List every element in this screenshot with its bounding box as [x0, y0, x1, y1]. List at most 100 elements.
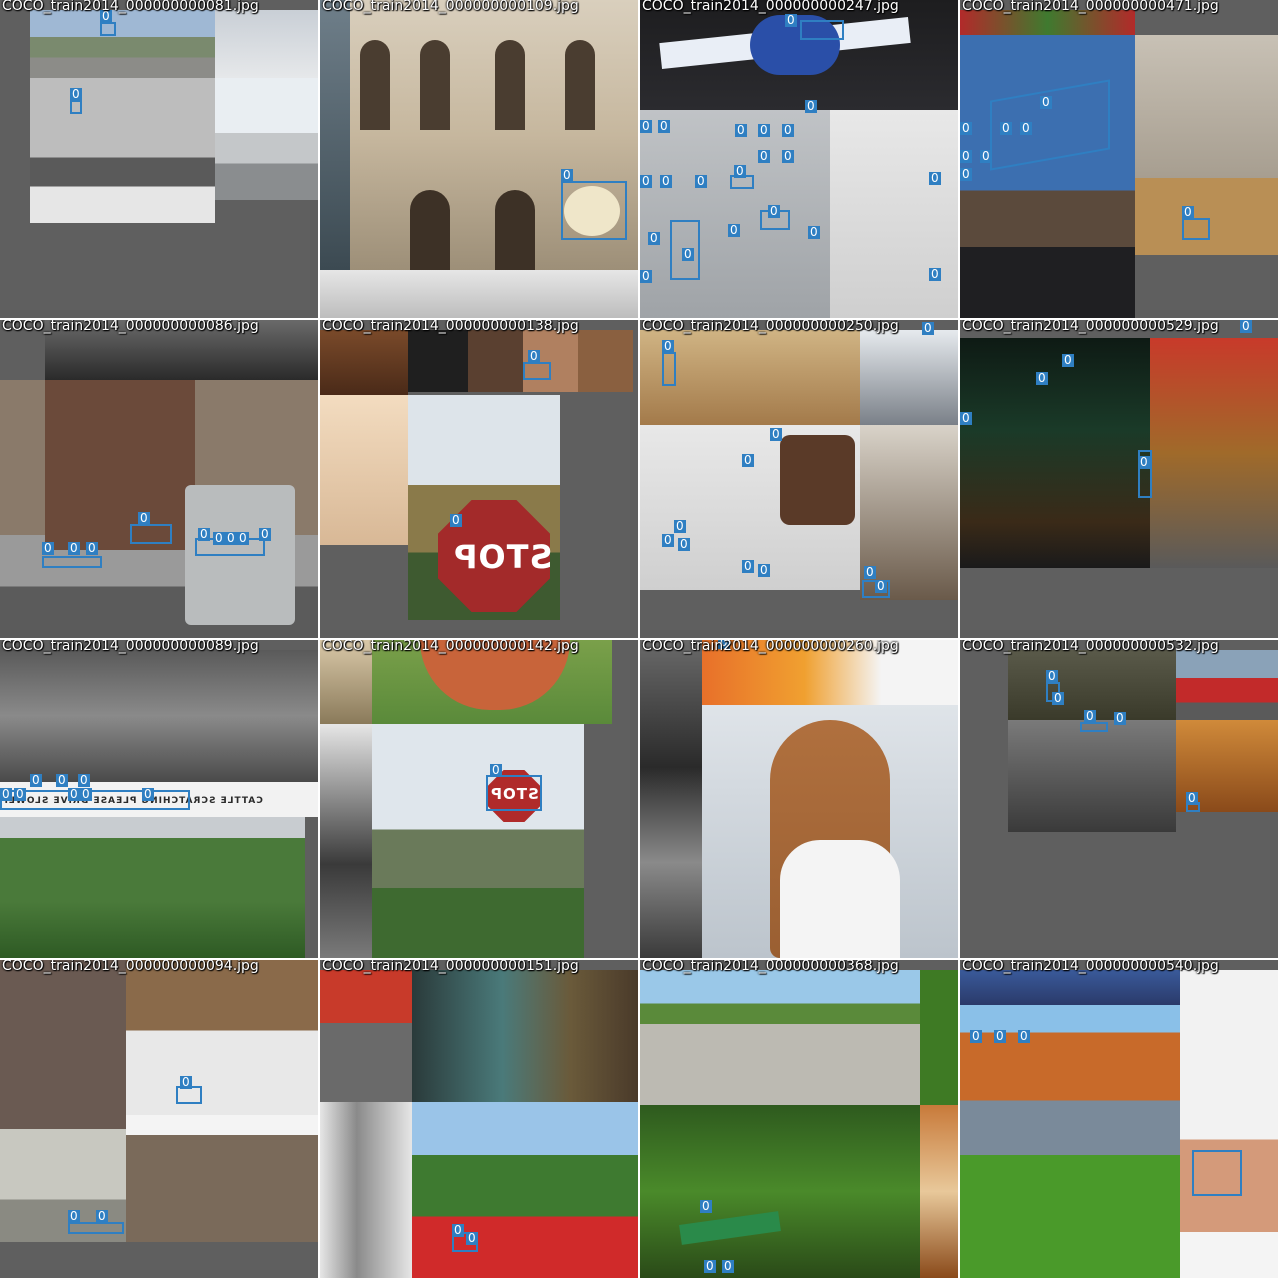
- detection-label: 0: [225, 531, 237, 545]
- detection-label: 0: [96, 1209, 108, 1223]
- sign-strip-photo: [0, 782, 318, 817]
- detection-label: 0: [758, 563, 770, 577]
- detection-label: 0: [42, 541, 54, 555]
- mosaic-tile: 0 0 0 0 0 0 0 0 0 0 0 COCO_train2014_000…: [640, 320, 958, 638]
- detection-label: 0: [86, 541, 98, 555]
- tile-filename: COCO_train2014_000000000081.jpg: [2, 0, 259, 14]
- detection-label: 0: [758, 123, 770, 137]
- stop-sign-road-photo: [372, 724, 584, 958]
- detection-label: 0: [994, 1029, 1006, 1043]
- tile-canvas: STOP 0: [320, 640, 638, 958]
- food-plate-photo: [320, 395, 408, 545]
- detection-label: 0: [561, 168, 573, 182]
- detection-label: 0: [960, 121, 972, 135]
- skyscraper-photo: [860, 330, 958, 425]
- detection-label: 0: [180, 1075, 192, 1089]
- leather-bag: [780, 435, 855, 525]
- detection-box: [1192, 1150, 1242, 1196]
- detection-label: 0: [640, 269, 652, 283]
- detection-label: 0: [695, 174, 707, 188]
- detection-label: 0: [960, 167, 972, 181]
- flowers-strip-photo: [960, 10, 1135, 35]
- detection-label: 0: [1084, 709, 1096, 723]
- detection-label: 0: [78, 773, 90, 787]
- plane-sky-photo: [215, 10, 318, 78]
- umbrella-crowd-bw-photo: [1008, 720, 1176, 832]
- london-street-photo: [320, 970, 412, 1102]
- detection-box: [1138, 450, 1152, 498]
- tile-canvas: 0 0 0 0 0 0 0 0 0: [0, 320, 318, 638]
- detection-label: 0: [922, 321, 934, 335]
- tile-filename: COCO_train2014_000000000540.jpg: [962, 960, 1219, 974]
- wii-remote-photo: [830, 110, 958, 318]
- tile-filename: COCO_train2014_000000000094.jpg: [2, 960, 259, 974]
- harbor-town-park-photo: [960, 1005, 1180, 1278]
- detection-label: 0: [929, 267, 941, 281]
- detection-label: 0: [722, 1259, 734, 1273]
- detection-label: 0: [1138, 455, 1150, 469]
- building-window: [360, 40, 390, 130]
- detection-label: 0: [662, 533, 674, 547]
- detection-label: 0: [960, 411, 972, 425]
- detection-label: 0: [782, 149, 794, 163]
- street-dog-walker-photo: [640, 970, 920, 1105]
- detection-label: 0: [1114, 711, 1126, 725]
- building-window: [495, 190, 535, 270]
- detection-label: 0: [450, 513, 462, 527]
- tile-filename: COCO_train2014_000000000109.jpg: [322, 0, 579, 14]
- detection-label: 0: [100, 9, 112, 23]
- detection-label: 0: [1000, 121, 1012, 135]
- detection-label: 0: [14, 787, 26, 801]
- detection-label: 0: [718, 640, 730, 649]
- tile-canvas: CATTLE SCRATCHING PLEASE DRIVE SLOWLY 0 …: [0, 640, 318, 958]
- detection-label: 0: [528, 349, 540, 363]
- detection-label: 0: [980, 149, 992, 163]
- detection-label: 0: [1062, 353, 1074, 367]
- mosaic-tile: 0 0 0 0 0 0 0 0 0 0 0 0 0 0 0 0 0 0 0 0 …: [640, 0, 958, 318]
- detection-label: 0: [1036, 371, 1048, 385]
- detection-label: 0: [742, 453, 754, 467]
- tile-filename: COCO_train2014_000000000532.jpg: [962, 640, 1219, 654]
- detection-label: 0: [198, 527, 210, 541]
- tile-filename: COCO_train2014_000000000471.jpg: [962, 0, 1219, 14]
- brick-building-sidewalk-photo: [0, 960, 126, 1242]
- laughing-child-photo: [1180, 970, 1278, 1278]
- forest-photo: [0, 817, 305, 958]
- detection-box: [68, 1222, 124, 1234]
- detection-box: [561, 181, 627, 240]
- detection-box: [486, 775, 542, 811]
- kitchen-cabinets-photo: [126, 960, 318, 1242]
- detection-label: 0: [640, 174, 652, 188]
- mosaic-tile: STOP 0 0 COCO_train2014_000000000138.jpg: [320, 320, 638, 638]
- street-crowd-photo: [640, 640, 702, 958]
- tile-filename: COCO_train2014_000000000247.jpg: [642, 0, 899, 14]
- mosaic-tile: 0 0 COCO_train2014_000000000081.jpg: [0, 0, 318, 318]
- detection-label: 0: [808, 225, 820, 239]
- detection-label: 0: [237, 531, 249, 545]
- sign-carry-photo: [960, 35, 1135, 318]
- detection-label: 0: [960, 149, 972, 163]
- detection-label: 0: [758, 149, 770, 163]
- detection-label: 0: [660, 174, 672, 188]
- building-window: [495, 40, 525, 130]
- red-truck-photo: [1176, 650, 1278, 720]
- detection-label: 0: [466, 1231, 478, 1245]
- tile-canvas: 0 0 0: [0, 960, 318, 1278]
- tile-filename: COCO_train2014_000000000368.jpg: [642, 960, 899, 974]
- stop-sign-text: STOP: [453, 538, 553, 576]
- detection-box: [1080, 722, 1108, 732]
- detection-label: 0: [1040, 95, 1052, 109]
- airport-tarmac-photo: [215, 78, 318, 200]
- tile-canvas: 0 0 0 0 0 0 0 0: [960, 0, 1278, 318]
- mosaic-tile: 0 0 0 0 0 COCO_train2014_000000000529.jp…: [960, 320, 1278, 638]
- detection-label: 0: [56, 773, 68, 787]
- building-window: [565, 40, 595, 130]
- detection-label: 0: [805, 99, 817, 113]
- detection-label: 0: [142, 787, 154, 801]
- detection-label: 0: [662, 339, 674, 353]
- detection-box: [70, 100, 82, 114]
- tile-filename: COCO_train2014_000000000529.jpg: [962, 320, 1219, 334]
- motorcycles-photo: [1008, 650, 1176, 720]
- detection-label: 0: [452, 1223, 464, 1237]
- detection-label: 0: [682, 247, 694, 261]
